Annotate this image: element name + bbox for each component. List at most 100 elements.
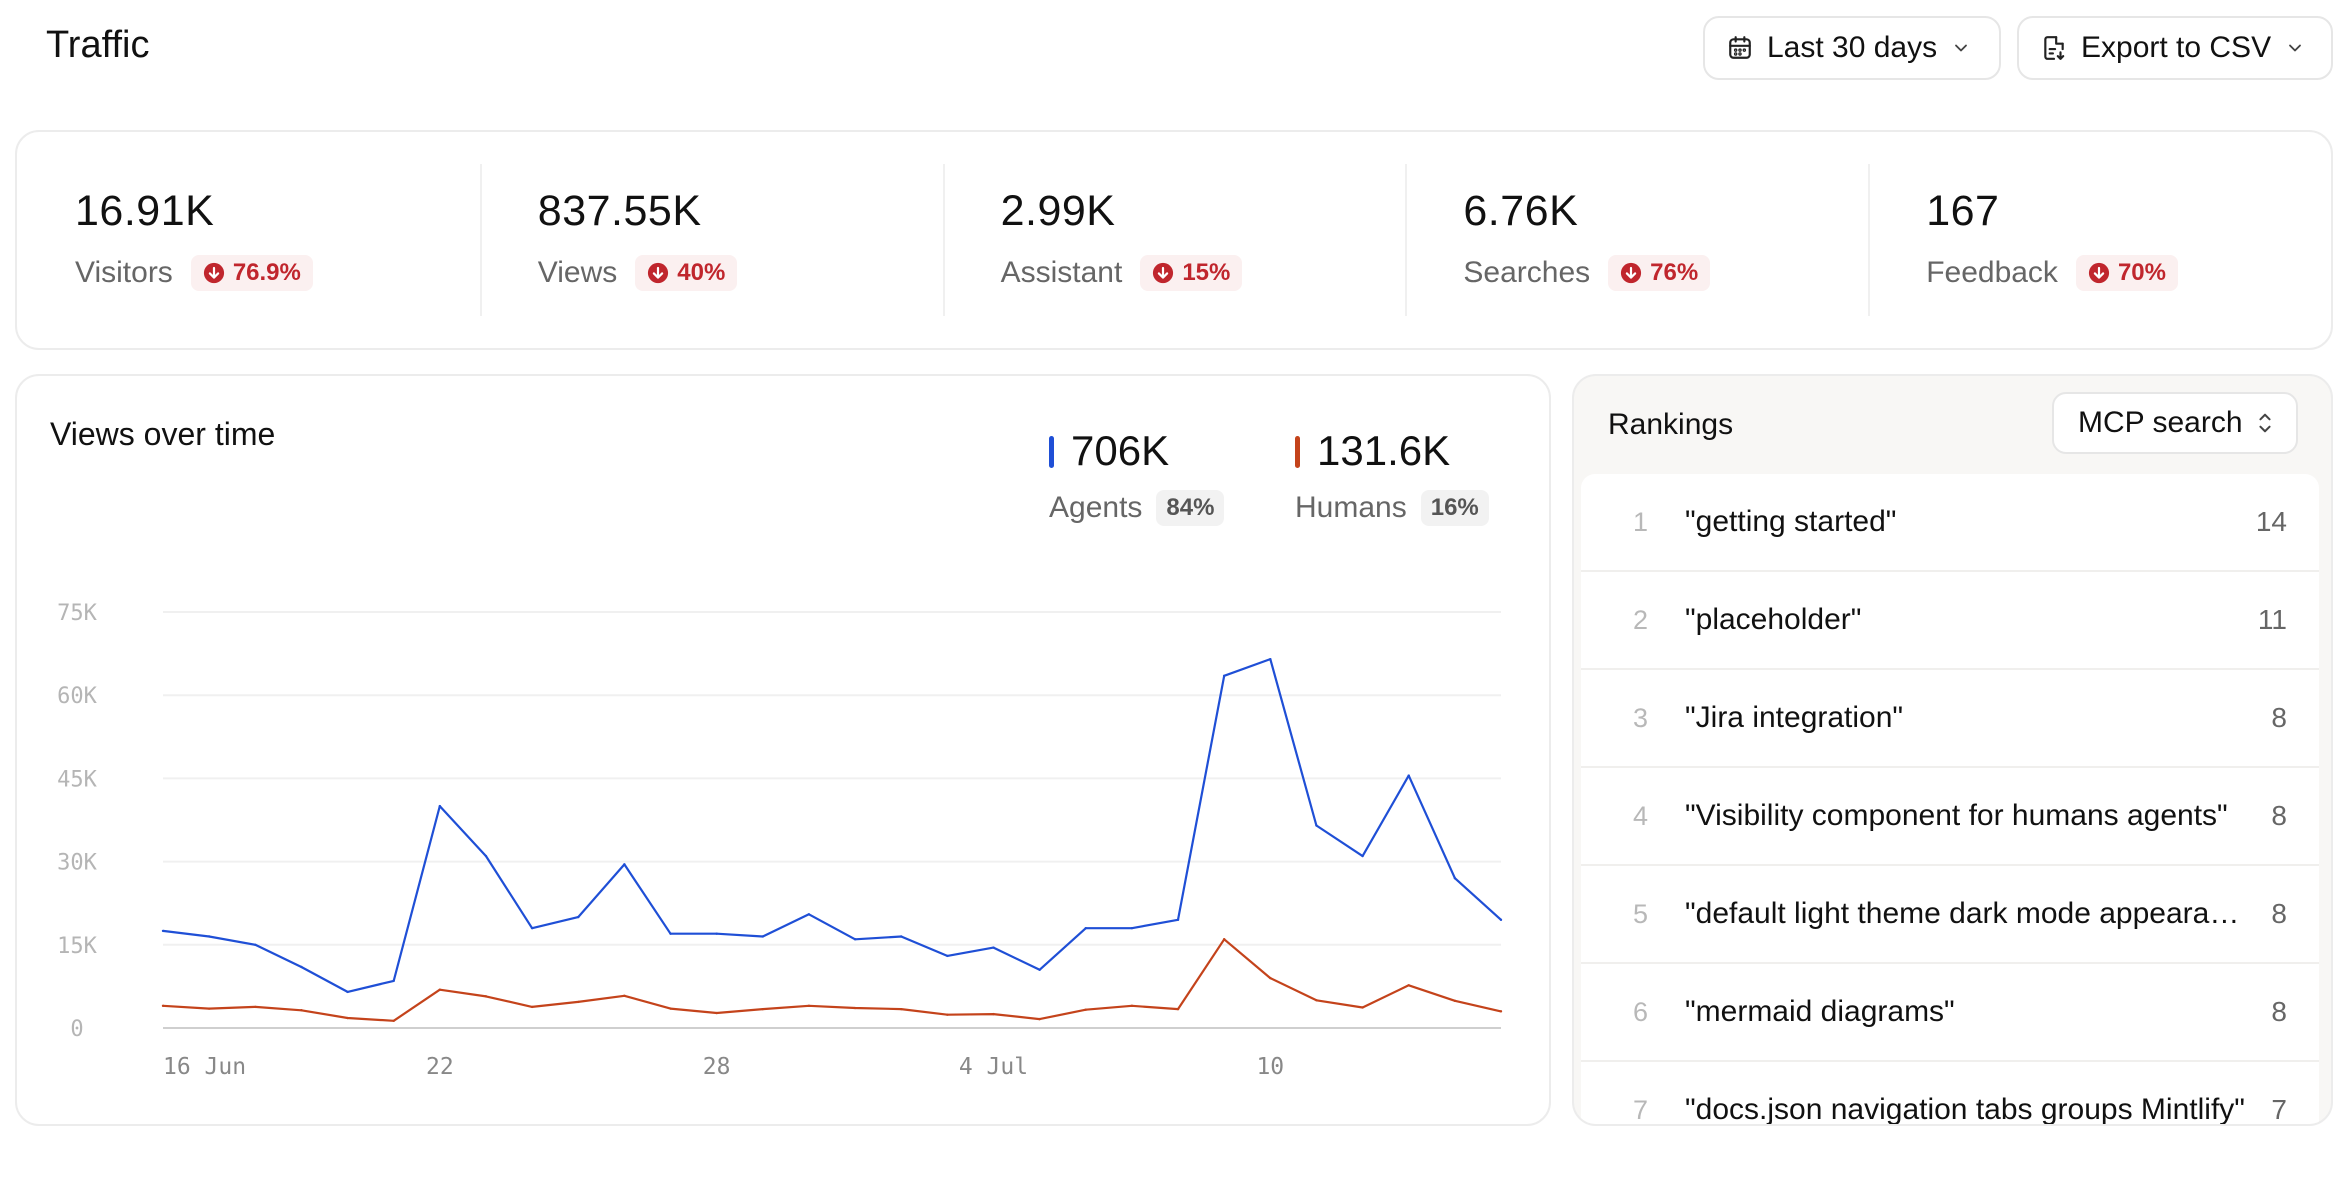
- ranking-row[interactable]: 4 "Visibility component for humans agent…: [1581, 768, 2319, 866]
- humans-color-swatch: [1295, 436, 1300, 468]
- y-tick-label: 45K: [57, 767, 97, 792]
- data-point-humans: [577, 1000, 580, 1004]
- ranking-row[interactable]: 3 "Jira integration" 8: [1581, 670, 2319, 768]
- rank-query: "default light theme dark mode appearanc…: [1685, 897, 2269, 930]
- legend-value: 131.6K: [1317, 427, 1451, 474]
- series-line-humans: [162, 938, 1502, 1022]
- date-range-button[interactable]: Last 30 days: [1703, 16, 2001, 80]
- stat-value: 837.55K: [537, 187, 702, 235]
- data-point-humans: [438, 988, 442, 991]
- delta-value: 15%: [1182, 259, 1231, 286]
- stats-card: 16.91K Visitors 76.9% 837.55K Views 40% …: [15, 130, 2333, 350]
- ranking-row[interactable]: 7 "docs.json navigation tabs groups Mint…: [1581, 1062, 2319, 1126]
- data-point-agents: [1176, 918, 1180, 922]
- ranking-row[interactable]: 6 "mermaid diagrams" 8: [1581, 964, 2319, 1062]
- rankings-type-select[interactable]: MCP search: [2052, 392, 2298, 454]
- share-badge: 84%: [1156, 490, 1225, 526]
- data-point-agents: [1038, 968, 1041, 971]
- data-point-humans: [946, 1013, 949, 1016]
- ranking-row[interactable]: 5 "default light theme dark mode appeara…: [1581, 866, 2319, 964]
- data-point-agents: [207, 935, 211, 938]
- x-tick-label: 22: [426, 1054, 454, 1080]
- data-point-agents: [346, 990, 349, 994]
- data-point-agents: [1084, 926, 1087, 930]
- stat-searches[interactable]: 6.76K Searches 76%: [1405, 132, 1868, 348]
- data-point-agents: [161, 929, 165, 933]
- date-range-label: Last 30 days: [1767, 31, 1938, 64]
- data-point-humans: [346, 1016, 349, 1020]
- rank-query: "Jira integration": [1685, 701, 1904, 734]
- data-point-humans: [1499, 1010, 1503, 1013]
- data-point-humans: [254, 1005, 257, 1009]
- delta-value: 40%: [677, 259, 726, 286]
- x-tick-label: 16 Jun: [163, 1054, 246, 1080]
- data-point-humans: [853, 1006, 857, 1010]
- data-point-humans: [207, 1007, 211, 1010]
- arrow-down-circle-icon: [2088, 262, 2110, 284]
- data-point-humans: [1269, 976, 1272, 980]
- arrow-down-circle-icon: [203, 262, 224, 284]
- stat-value: 167: [1926, 187, 2000, 235]
- stat-feedback[interactable]: 167 Feedback 70%: [1868, 132, 2331, 348]
- rankings-list[interactable]: 1 "getting started" 14 2 "placeholder" 1…: [1581, 474, 2319, 1126]
- views-line-chart[interactable]: 0 15K 30K 45K 60K 75K 16 Jun 22 28 4 Jul 10: [17, 376, 1553, 1128]
- stat-visitors[interactable]: 16.91K Visitors 76.9%: [17, 132, 480, 348]
- rank-number: 1: [1633, 506, 1649, 537]
- data-point-agents: [1499, 918, 1503, 922]
- rank-count: 8: [2271, 702, 2287, 733]
- data-point-agents: [761, 935, 764, 938]
- file-export-icon: [2044, 36, 2065, 60]
- rankings-card: Rankings MCP search 1 "getting started" …: [1572, 374, 2333, 1126]
- data-point-humans: [1453, 999, 1457, 1003]
- data-point-humans: [1130, 1004, 1134, 1008]
- data-point-humans: [1084, 1008, 1087, 1011]
- share-badge: 16%: [1420, 490, 1489, 526]
- rank-count: 7: [2271, 1094, 2287, 1125]
- rankings-title: Rankings: [1608, 408, 1734, 441]
- page-title: Traffic: [46, 24, 150, 66]
- stat-label: Searches: [1463, 256, 1591, 289]
- rank-query: "docs.json navigation tabs groups Mintli…: [1685, 1093, 2245, 1126]
- ranking-row[interactable]: 1 "getting started" 14: [1581, 474, 2319, 572]
- rank-count: 11: [2257, 604, 2287, 635]
- data-point-agents: [392, 979, 395, 983]
- rank-number: 5: [1633, 898, 1649, 929]
- agents-color-swatch: [1049, 436, 1054, 468]
- data-point-agents: [1269, 657, 1272, 661]
- delta-value: 76%: [1650, 259, 1699, 286]
- arrow-down-circle-icon: [648, 262, 669, 284]
- data-point-agents: [1315, 824, 1318, 827]
- rank-number: 4: [1633, 800, 1649, 831]
- data-point-agents: [1453, 877, 1457, 880]
- export-label: Export to CSV: [2081, 31, 2272, 64]
- data-point-agents: [438, 804, 442, 808]
- delta-value: 76.9%: [232, 259, 301, 286]
- delta-badge: 76%: [1608, 255, 1711, 291]
- rank-query: "getting started": [1685, 505, 1897, 538]
- data-point-agents: [992, 946, 995, 949]
- data-point-humans: [900, 1007, 903, 1011]
- data-point-agents: [623, 863, 626, 866]
- y-tick-label: 75K: [57, 601, 97, 626]
- rankings-select-value: MCP search: [2078, 406, 2243, 439]
- rank-count: 8: [2271, 898, 2287, 929]
- export-csv-button[interactable]: Export to CSV: [2017, 16, 2333, 80]
- stat-assistant[interactable]: 2.99K Assistant 15%: [942, 132, 1406, 348]
- rank-query: "placeholder": [1685, 603, 1862, 636]
- rank-number: 7: [1633, 1094, 1649, 1125]
- legend-value: 706K: [1071, 427, 1170, 474]
- ranking-row[interactable]: 2 "placeholder" 11: [1581, 572, 2319, 670]
- x-tick-label: 28: [703, 1054, 731, 1080]
- stat-views[interactable]: 837.55K Views 40%: [479, 132, 943, 348]
- rank-query: "Visibility component for humans agents": [1685, 799, 2228, 832]
- x-tick-label: 4 Jul: [959, 1054, 1028, 1080]
- rank-query: "mermaid diagrams": [1685, 995, 1955, 1028]
- data-point-humans: [715, 1011, 718, 1015]
- stat-value: 16.91K: [75, 187, 215, 235]
- data-point-humans: [1038, 1017, 1041, 1021]
- data-point-humans: [1315, 999, 1318, 1002]
- rank-count: 8: [2271, 996, 2287, 1027]
- delta-badge: 76.9%: [190, 255, 313, 291]
- delta-badge: 70%: [2075, 255, 2178, 291]
- series-line-agents: [162, 658, 1502, 994]
